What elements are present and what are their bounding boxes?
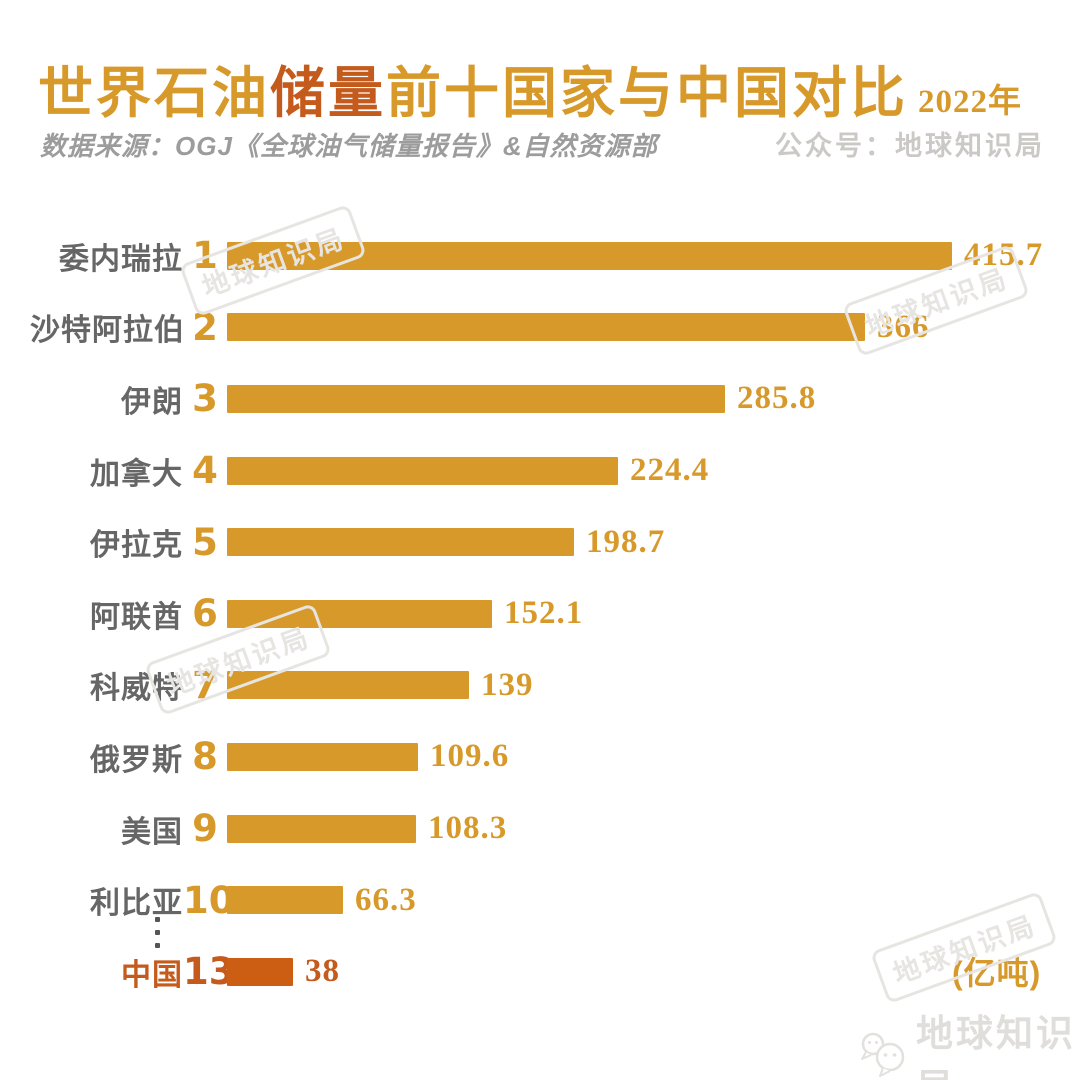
rank-badge: 4	[192, 449, 218, 493]
page-title: 世界石油储量前十国家与中国对比 2022年	[38, 48, 1022, 128]
value-label: 152.1	[504, 595, 584, 632]
value-bar	[227, 241, 952, 270]
rank-ellipsis	[155, 917, 161, 956]
value-bar	[227, 886, 343, 915]
value-bar	[227, 671, 469, 700]
value-label: 108.3	[428, 810, 508, 847]
rank-badge: 13	[183, 950, 235, 994]
value-label: 224.4	[630, 452, 710, 489]
brand-footer: 地球知识局	[858, 1003, 1080, 1080]
title-part-1: 世界石油	[38, 63, 271, 124]
rank-badge: 7	[192, 663, 218, 707]
value-label: 139	[481, 666, 534, 703]
country-label: 美国	[121, 815, 183, 849]
value-bar	[227, 313, 865, 342]
rank-badge: 5	[192, 520, 218, 564]
value-label: 66.3	[355, 881, 417, 918]
value-label: 285.8	[737, 380, 817, 417]
title-year: 2022年	[918, 84, 1023, 120]
value-bar	[227, 742, 418, 771]
wechat-account-label: 公众号：地球知识局	[775, 131, 1045, 161]
chart-row: 加拿大 4 224.4	[30, 435, 1060, 507]
rank-badge: 10	[183, 878, 235, 922]
country-label: 委内瑞拉	[59, 242, 183, 276]
value-bar	[227, 599, 492, 628]
value-bar	[227, 384, 725, 413]
value-label: 38	[305, 953, 340, 990]
title-part-2: 前十国家与中国对比	[386, 63, 909, 124]
country-label: 中国	[121, 958, 183, 992]
data-source-label: 数据来源：OGJ《全球油气储量报告》&自然资源部	[40, 131, 658, 161]
chart-row: 阿联酋 6 152.1	[30, 578, 1060, 650]
chart-row: 利比亚 10 66.3	[30, 864, 1060, 936]
country-label: 科威特	[90, 672, 183, 706]
rank-badge: 1	[192, 234, 218, 278]
chart-row: 伊拉克 5 198.7	[30, 506, 1060, 578]
chart-row: 中国 13 38	[30, 936, 1060, 1008]
wechat-icon	[858, 1031, 912, 1080]
chart-row: 伊朗 3 285.8	[30, 363, 1060, 435]
rank-badge: 3	[192, 377, 218, 421]
value-label: 109.6	[430, 738, 510, 775]
unit-label: (亿吨)	[952, 955, 1042, 991]
country-label: 加拿大	[90, 457, 183, 491]
rank-badge: 2	[192, 305, 218, 349]
value-label: 415.7	[964, 237, 1044, 274]
value-bar	[227, 456, 618, 485]
value-bar	[227, 814, 416, 843]
chart-row: 俄罗斯 8 109.6	[30, 721, 1060, 793]
rank-badge: 6	[192, 592, 218, 636]
country-label: 阿联酋	[90, 600, 183, 634]
value-bar	[227, 528, 574, 557]
rank-badge: 9	[192, 807, 218, 851]
chart-row: 美国 9 108.3	[30, 793, 1060, 865]
country-label: 沙特阿拉伯	[30, 314, 185, 348]
subtitle-row: 数据来源：OGJ《全球油气储量报告》&自然资源部 公众号：地球知识局	[40, 124, 1045, 163]
rank-badge: 8	[192, 735, 218, 779]
country-label: 伊朗	[121, 385, 183, 419]
chart-row: 沙特阿拉伯 2 366	[30, 292, 1060, 364]
value-bar	[227, 957, 293, 986]
country-label: 利比亚	[90, 887, 183, 921]
chart-row: 科威特 7 139	[30, 650, 1060, 722]
brand-name: 地球知识局	[916, 1013, 1076, 1080]
value-label: 198.7	[586, 523, 666, 560]
country-label: 伊拉克	[90, 529, 183, 563]
country-label: 俄罗斯	[90, 743, 183, 777]
value-label: 366	[877, 308, 930, 345]
chart-row: 委内瑞拉 1 415.7	[30, 220, 1060, 292]
title-part-accent: 储量	[270, 63, 387, 124]
bar-chart: 委内瑞拉 1 415.7 沙特阿拉伯 2 366 伊朗 3 285.8 加拿大 …	[30, 220, 1060, 1008]
